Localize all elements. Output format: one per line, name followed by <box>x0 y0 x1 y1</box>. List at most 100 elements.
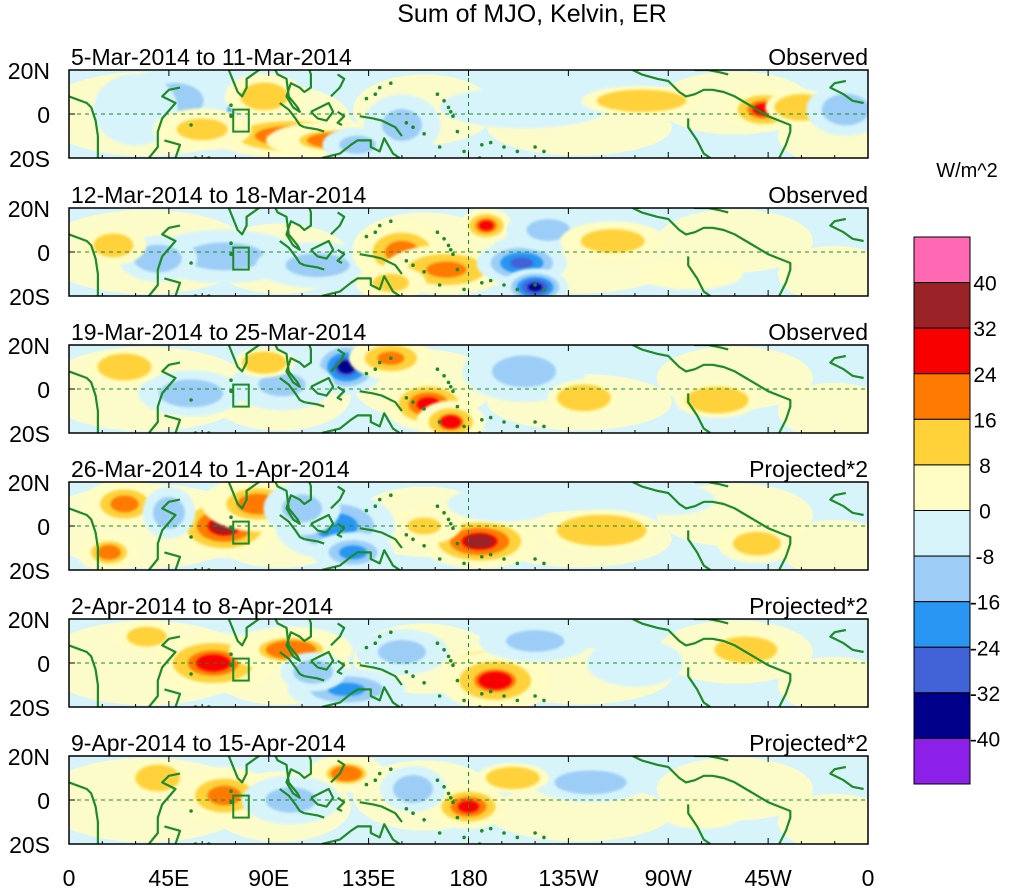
anomaly-8-contour <box>510 257 534 269</box>
island <box>377 497 382 502</box>
island <box>422 132 426 136</box>
x-tick-label: 90W <box>645 865 693 889</box>
island <box>377 223 382 228</box>
coastline <box>226 208 312 251</box>
y-tick-label: 0 <box>37 651 50 677</box>
island <box>437 831 442 835</box>
island <box>389 356 393 361</box>
y-tick-label: 20S <box>9 284 50 310</box>
panel-period: 9-Apr-2014 to 15-Apr-2014 <box>71 730 346 756</box>
colorbar-swatch <box>913 282 971 329</box>
anomaly-14-contour <box>821 93 868 126</box>
colorbar-label: -32 <box>970 683 1000 706</box>
anomaly-6-contour <box>554 770 627 795</box>
coastline <box>336 248 346 264</box>
panel-label: Observed <box>768 182 868 208</box>
panel-6: 20N 0 20S 9-Apr-2014 to 15-Apr-2014 Projecte… <box>8 730 869 858</box>
island <box>488 278 493 283</box>
island <box>462 561 466 566</box>
panel-period: 26-Mar-2014 to 1-Apr-2014 <box>71 456 350 482</box>
anomaly-field <box>69 70 868 158</box>
island <box>542 287 546 292</box>
reference-box <box>232 657 250 682</box>
island <box>480 281 484 285</box>
coastline <box>304 401 325 408</box>
coastline <box>279 377 305 404</box>
coastline <box>164 688 182 707</box>
coastline <box>330 759 346 784</box>
coastline <box>279 102 305 129</box>
island <box>435 504 440 509</box>
panel-stack: 20N 0 20S 5-Mar-2014 to 11-Mar-2014 Observed… <box>8 44 869 858</box>
island <box>435 92 440 96</box>
coastline <box>226 619 312 662</box>
anomaly-4-contour <box>440 415 462 429</box>
coastline <box>226 756 312 799</box>
coastline <box>359 115 403 137</box>
anomaly-3-contour <box>126 626 167 647</box>
island <box>229 663 233 667</box>
island <box>437 145 442 149</box>
reference-box <box>232 108 250 133</box>
island <box>364 782 369 787</box>
coastline <box>148 635 181 707</box>
coastline <box>226 345 312 388</box>
island <box>480 692 484 696</box>
coastline <box>304 675 325 682</box>
island <box>451 663 455 667</box>
anomaly-12-contour <box>556 514 647 546</box>
coastline <box>321 137 401 158</box>
island <box>451 252 455 256</box>
island <box>488 826 493 831</box>
island <box>442 237 446 241</box>
panel-label: Observed <box>768 44 868 70</box>
island <box>229 114 233 118</box>
coastline <box>279 651 305 678</box>
island <box>364 508 369 513</box>
coastline <box>359 664 403 686</box>
coastline <box>632 70 792 158</box>
colorbar-label: -24 <box>970 637 1001 660</box>
x-tick-label: 180 <box>449 865 487 889</box>
island <box>373 778 378 782</box>
island <box>437 694 442 698</box>
anomaly-2-contour <box>292 255 343 275</box>
island <box>533 694 537 698</box>
coastline <box>829 79 864 105</box>
colorbar-swatch <box>913 510 971 557</box>
coastline <box>148 224 181 296</box>
panel-period: 5-Mar-2014 to 11-Mar-2014 <box>71 44 352 70</box>
coastline <box>330 485 346 510</box>
coastline <box>304 812 325 819</box>
colorbar-label: -40 <box>970 728 1000 751</box>
coastline <box>321 549 401 570</box>
island <box>364 234 369 239</box>
coastline <box>310 239 335 260</box>
island <box>480 418 484 422</box>
coastline <box>321 275 401 296</box>
island <box>542 149 546 154</box>
coastline <box>829 765 864 791</box>
island <box>437 420 442 424</box>
panel-period: 12-Mar-2014 to 18-Mar-2014 <box>71 182 367 208</box>
y-tick-label: 20S <box>9 146 50 172</box>
island <box>542 424 546 429</box>
island <box>542 561 546 566</box>
island <box>373 92 378 96</box>
anomaly-9-contour <box>293 659 334 684</box>
coastline <box>164 414 182 433</box>
island <box>488 140 493 145</box>
coastline <box>330 622 346 647</box>
coastline <box>304 264 325 271</box>
island <box>542 835 546 840</box>
island <box>404 533 409 537</box>
coastline <box>279 514 305 541</box>
island <box>502 420 506 424</box>
anomaly-field <box>69 345 868 433</box>
coastline <box>164 825 182 844</box>
island <box>446 105 451 110</box>
x-tick-label: 90E <box>248 865 289 889</box>
island <box>502 831 506 835</box>
island <box>462 698 466 703</box>
island <box>229 252 233 256</box>
